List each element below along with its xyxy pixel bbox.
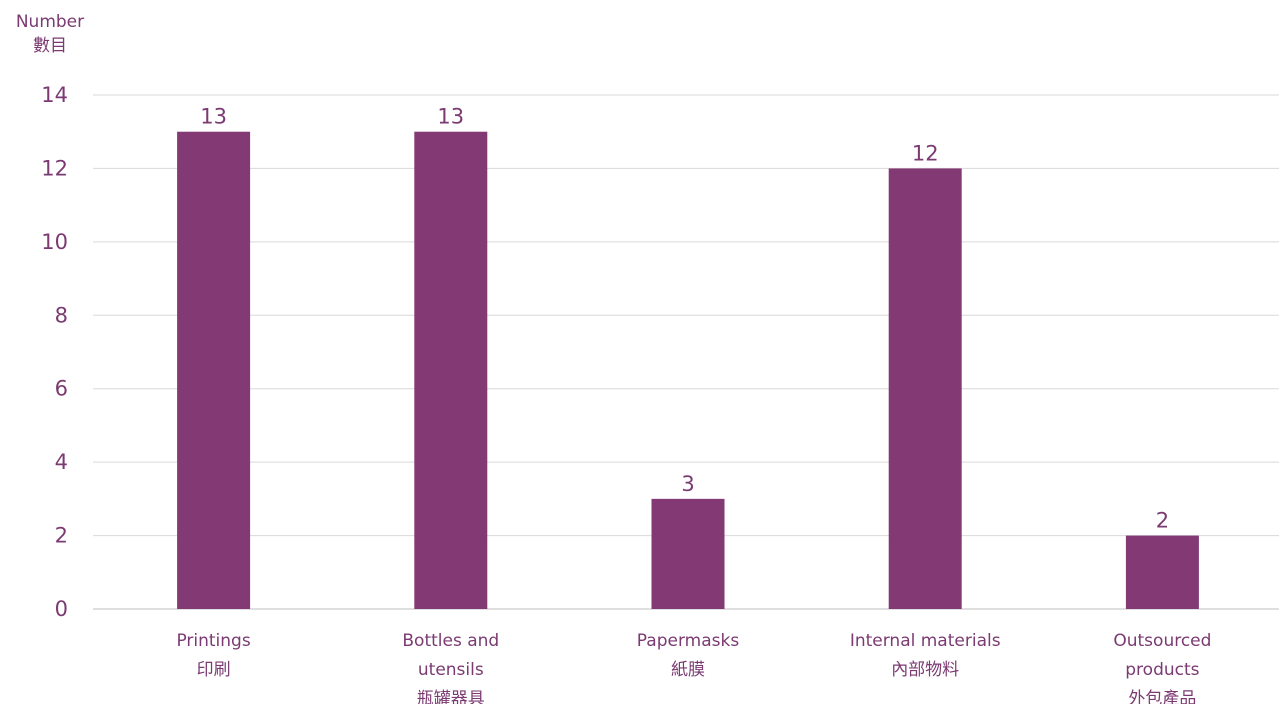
x-tick-label: products: [1125, 660, 1199, 680]
x-tick-label: Printings: [176, 631, 250, 651]
y-axis-title-line: 數目: [33, 36, 67, 56]
y-tick-label: 8: [55, 303, 68, 327]
y-tick-label: 12: [41, 156, 68, 180]
data-label: 12: [912, 141, 939, 165]
bar: [414, 131, 488, 609]
x-tick-label: Papermasks: [637, 631, 740, 651]
x-tick-label: Outsourced: [1113, 631, 1211, 651]
bar: [888, 168, 962, 609]
data-label: 3: [681, 472, 694, 496]
data-label: 13: [437, 105, 464, 129]
x-tick-label: 紙膜: [671, 660, 705, 680]
x-tick-label: 瓶罐器具: [417, 689, 485, 704]
bar: [651, 498, 725, 609]
bar: [1125, 535, 1199, 609]
data-label: 13: [200, 105, 227, 129]
x-tick-label: utensils: [418, 660, 484, 680]
y-axis-title: Number 數目: [12, 10, 88, 58]
y-tick-label: 2: [55, 524, 68, 548]
x-tick-label: 內部物料: [891, 660, 959, 680]
bar: [177, 131, 251, 609]
x-tick-label: 外包產品: [1128, 689, 1196, 704]
y-axis-title-line: Number: [15, 12, 85, 32]
y-tick-label: 6: [55, 377, 68, 401]
x-tick-label: Bottles and: [402, 631, 499, 651]
y-tick-label: 0: [55, 597, 68, 621]
x-tick-label: 印刷: [197, 660, 231, 680]
y-tick-label: 4: [55, 450, 68, 474]
y-tick-label: 10: [41, 230, 68, 254]
y-tick-label: 14: [41, 83, 68, 107]
x-tick-label: Internal materials: [850, 631, 1001, 651]
data-label: 2: [1156, 509, 1169, 533]
